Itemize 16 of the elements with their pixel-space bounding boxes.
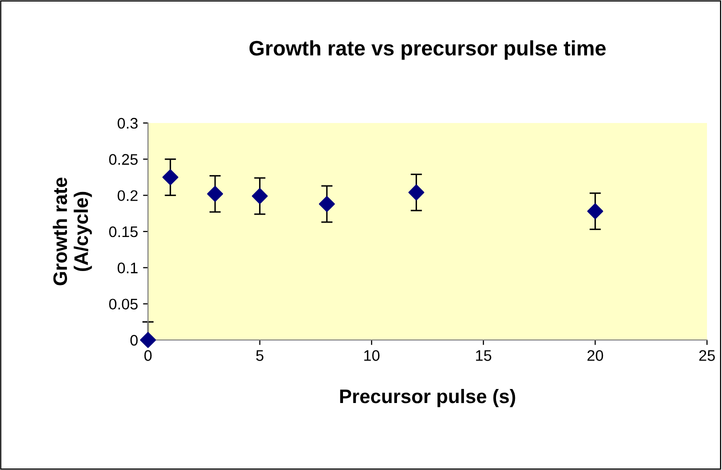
y-tick-label: 0.05 (109, 298, 138, 310)
x-axis-title: Precursor pulse (s) (340, 388, 516, 408)
chart-title: Growth rate vs precursor pulse time (249, 40, 606, 60)
x-tick-label: 20 (587, 350, 604, 361)
y-tick-label: 0.1 (118, 262, 138, 274)
y-axis-title: Growth rate (A/cycle) (52, 178, 92, 286)
y-tick-label: 0 (130, 334, 138, 346)
x-tick-label: 5 (256, 350, 264, 361)
y-tick-label: 0.3 (118, 118, 138, 129)
x-tick-label: 10 (364, 350, 380, 361)
x-tick-label: 25 (699, 350, 715, 361)
y-tick-label: 0.25 (109, 154, 138, 165)
x-tick-label: 15 (476, 350, 492, 361)
x-tick-label: 0 (144, 350, 152, 361)
y-tick-label: 0.15 (109, 226, 138, 238)
y-tick-label: 0.2 (118, 190, 138, 202)
